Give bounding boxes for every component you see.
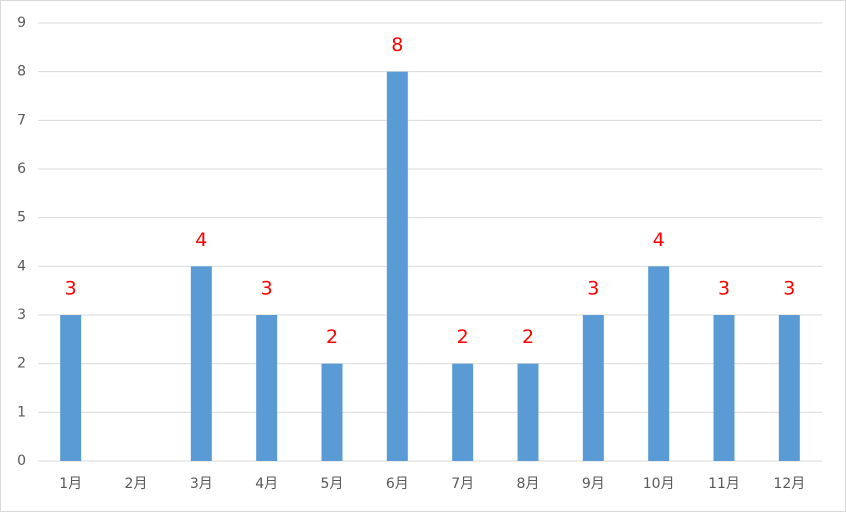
- bar: [190, 266, 212, 461]
- x-tick-label: 12月: [773, 476, 805, 492]
- x-tick-label: 7月: [451, 476, 474, 492]
- bar: [582, 315, 604, 461]
- y-tick-label: 5: [17, 210, 26, 226]
- bar: [452, 363, 474, 461]
- y-tick-label: 2: [17, 356, 26, 372]
- data-label: 2: [457, 326, 469, 348]
- data-label: 3: [261, 278, 273, 300]
- y-tick-label: 0: [17, 453, 26, 469]
- y-tick-label: 1: [17, 404, 26, 420]
- x-tick-label: 5月: [321, 476, 344, 492]
- y-tick-label: 7: [17, 112, 26, 128]
- bar: [321, 363, 343, 461]
- x-tick-label: 3月: [190, 476, 213, 492]
- x-tick-label: 11月: [708, 476, 740, 492]
- y-tick-label: 6: [17, 161, 26, 177]
- bar: [60, 315, 82, 461]
- data-label: 2: [326, 326, 338, 348]
- data-label: 3: [718, 278, 730, 300]
- data-label: 8: [391, 34, 403, 56]
- bar: [778, 315, 800, 461]
- data-label: 3: [65, 278, 77, 300]
- data-label: 3: [587, 278, 599, 300]
- y-tick-label: 4: [17, 258, 26, 274]
- x-tick-label: 8月: [517, 476, 540, 492]
- y-tick-label: 8: [17, 64, 26, 80]
- data-label: 4: [195, 229, 207, 251]
- bar: [517, 363, 539, 461]
- data-label: 4: [653, 229, 665, 251]
- bar: [713, 315, 735, 461]
- x-tick-label: 1月: [59, 476, 82, 492]
- x-tick-label: 4月: [255, 476, 278, 492]
- y-tick-label: 9: [17, 15, 26, 31]
- data-label: 2: [522, 326, 534, 348]
- bar: [386, 71, 408, 462]
- x-tick-label: 9月: [582, 476, 605, 492]
- bar: [648, 266, 670, 461]
- y-tick-label: 3: [17, 307, 26, 323]
- bar: [256, 315, 278, 461]
- x-tick-label: 2月: [125, 476, 148, 492]
- x-tick-label: 10月: [643, 476, 675, 492]
- x-tick-label: 6月: [386, 476, 409, 492]
- data-label: 3: [783, 278, 795, 300]
